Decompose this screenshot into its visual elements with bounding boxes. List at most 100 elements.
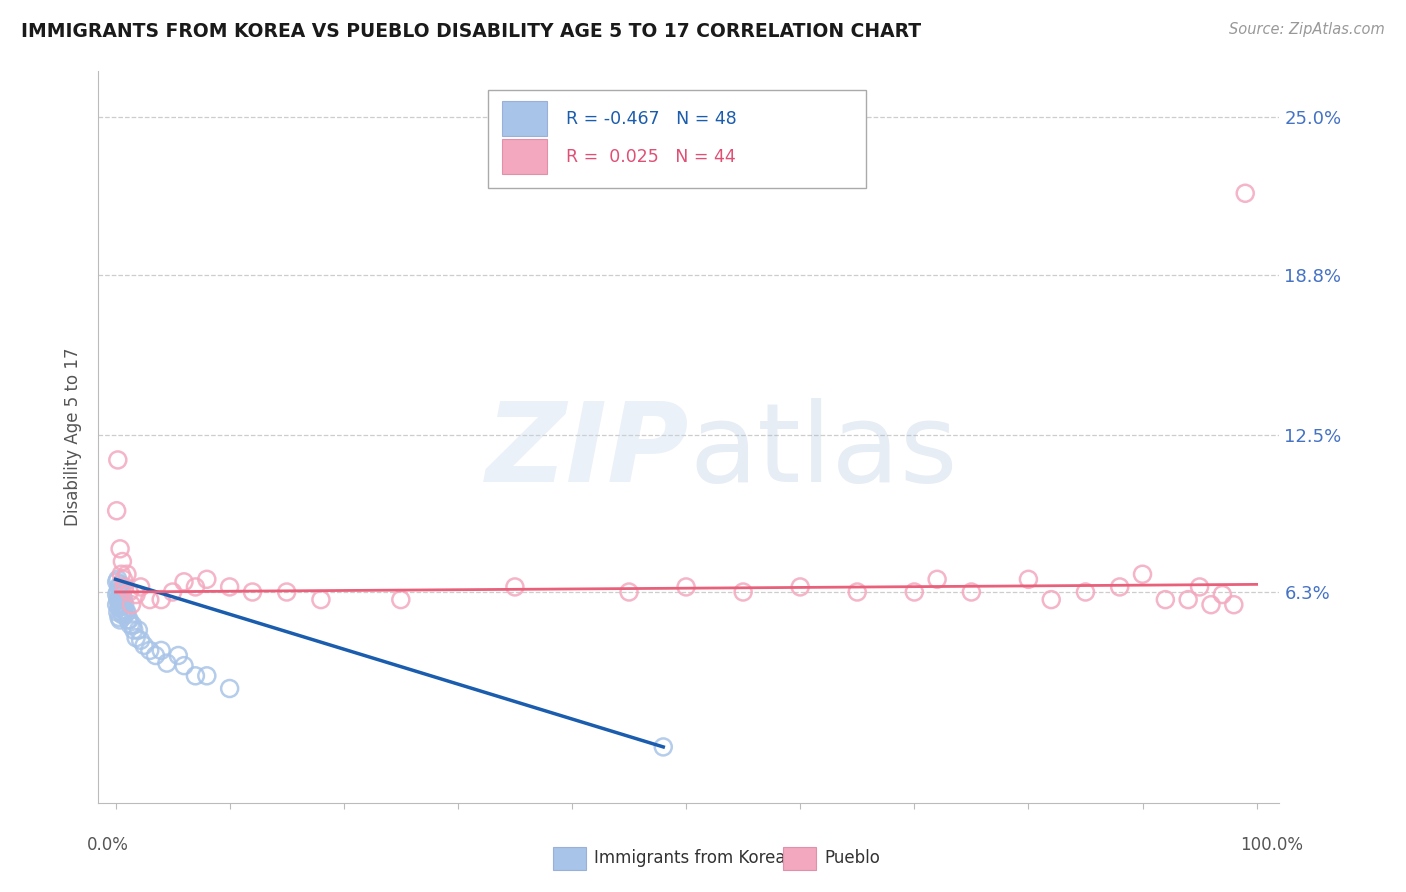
Point	[173, 658, 195, 673]
Point	[111, 598, 134, 612]
Point	[218, 681, 240, 696]
Point	[111, 555, 134, 569]
Point	[105, 504, 128, 518]
Point	[114, 580, 136, 594]
Point	[150, 643, 173, 657]
Point	[114, 598, 136, 612]
Point	[1223, 598, 1246, 612]
Text: Source: ZipAtlas.com: Source: ZipAtlas.com	[1229, 22, 1385, 37]
Point	[1017, 572, 1039, 586]
Text: Pueblo: Pueblo	[825, 849, 880, 867]
Point	[1040, 592, 1063, 607]
Point	[195, 669, 218, 683]
Text: Immigrants from Korea: Immigrants from Korea	[595, 849, 786, 867]
Text: atlas: atlas	[689, 398, 957, 505]
Point	[960, 585, 983, 599]
Point	[115, 605, 138, 619]
Point	[107, 572, 129, 586]
Point	[389, 592, 412, 607]
Point	[652, 739, 675, 754]
Point	[111, 607, 134, 622]
Point	[846, 585, 869, 599]
Point	[108, 541, 131, 556]
Point	[1199, 598, 1222, 612]
Point	[167, 648, 190, 663]
Point	[903, 585, 925, 599]
Point	[110, 567, 132, 582]
Point	[112, 592, 135, 607]
Point	[105, 588, 128, 602]
Point	[184, 669, 207, 683]
Point	[108, 585, 131, 599]
Point	[242, 585, 264, 599]
Point	[1188, 580, 1211, 594]
Point	[129, 633, 152, 648]
Bar	[553, 847, 586, 870]
Point	[107, 592, 129, 607]
Point	[156, 656, 179, 670]
Point	[120, 618, 142, 632]
Point	[173, 574, 195, 589]
Point	[1154, 592, 1177, 607]
Point	[107, 453, 129, 467]
Point	[110, 605, 132, 619]
Point	[184, 580, 207, 594]
Point	[132, 638, 155, 652]
Point	[675, 580, 697, 594]
Point	[105, 574, 128, 589]
Point	[111, 588, 134, 602]
Point	[117, 613, 139, 627]
Bar	[783, 847, 817, 870]
Text: 100.0%: 100.0%	[1240, 836, 1303, 854]
Point	[121, 598, 143, 612]
Text: R =  0.025   N = 44: R = 0.025 N = 44	[567, 148, 735, 166]
Point	[110, 580, 132, 594]
Point	[1211, 588, 1233, 602]
Point	[107, 585, 129, 599]
Point	[162, 585, 184, 599]
Text: IMMIGRANTS FROM KOREA VS PUEBLO DISABILITY AGE 5 TO 17 CORRELATION CHART: IMMIGRANTS FROM KOREA VS PUEBLO DISABILI…	[21, 22, 921, 41]
Point	[617, 585, 640, 599]
Point	[108, 580, 131, 594]
Point	[1234, 186, 1257, 201]
Point	[927, 572, 949, 586]
Point	[114, 605, 136, 619]
Point	[110, 598, 132, 612]
Point	[115, 567, 138, 582]
Text: R = -0.467   N = 48: R = -0.467 N = 48	[567, 110, 737, 128]
Point	[108, 613, 131, 627]
Text: ZIP: ZIP	[485, 398, 689, 505]
Point	[218, 580, 240, 594]
Point	[122, 623, 145, 637]
Point	[108, 600, 131, 615]
Point	[108, 592, 131, 607]
Point	[145, 648, 167, 663]
Point	[112, 572, 135, 586]
Point	[108, 610, 131, 624]
Point	[105, 598, 128, 612]
Point	[276, 585, 298, 599]
Point	[121, 618, 143, 632]
Point	[108, 592, 131, 607]
Point	[503, 580, 526, 594]
Point	[118, 613, 141, 627]
Point	[125, 631, 148, 645]
Point	[1177, 592, 1199, 607]
Bar	[502, 102, 547, 136]
Point	[107, 605, 129, 619]
Point	[118, 585, 141, 599]
Bar	[502, 139, 547, 175]
Point	[1108, 580, 1130, 594]
Point	[150, 592, 173, 607]
Point	[108, 577, 131, 591]
Y-axis label: Disability Age 5 to 17: Disability Age 5 to 17	[65, 348, 83, 526]
Point	[789, 580, 811, 594]
Point	[195, 572, 218, 586]
Point	[1132, 567, 1154, 582]
Point	[127, 623, 149, 637]
Point	[112, 603, 135, 617]
Point	[139, 643, 162, 657]
Point	[108, 600, 131, 615]
Point	[125, 588, 148, 602]
Point	[1074, 585, 1097, 599]
